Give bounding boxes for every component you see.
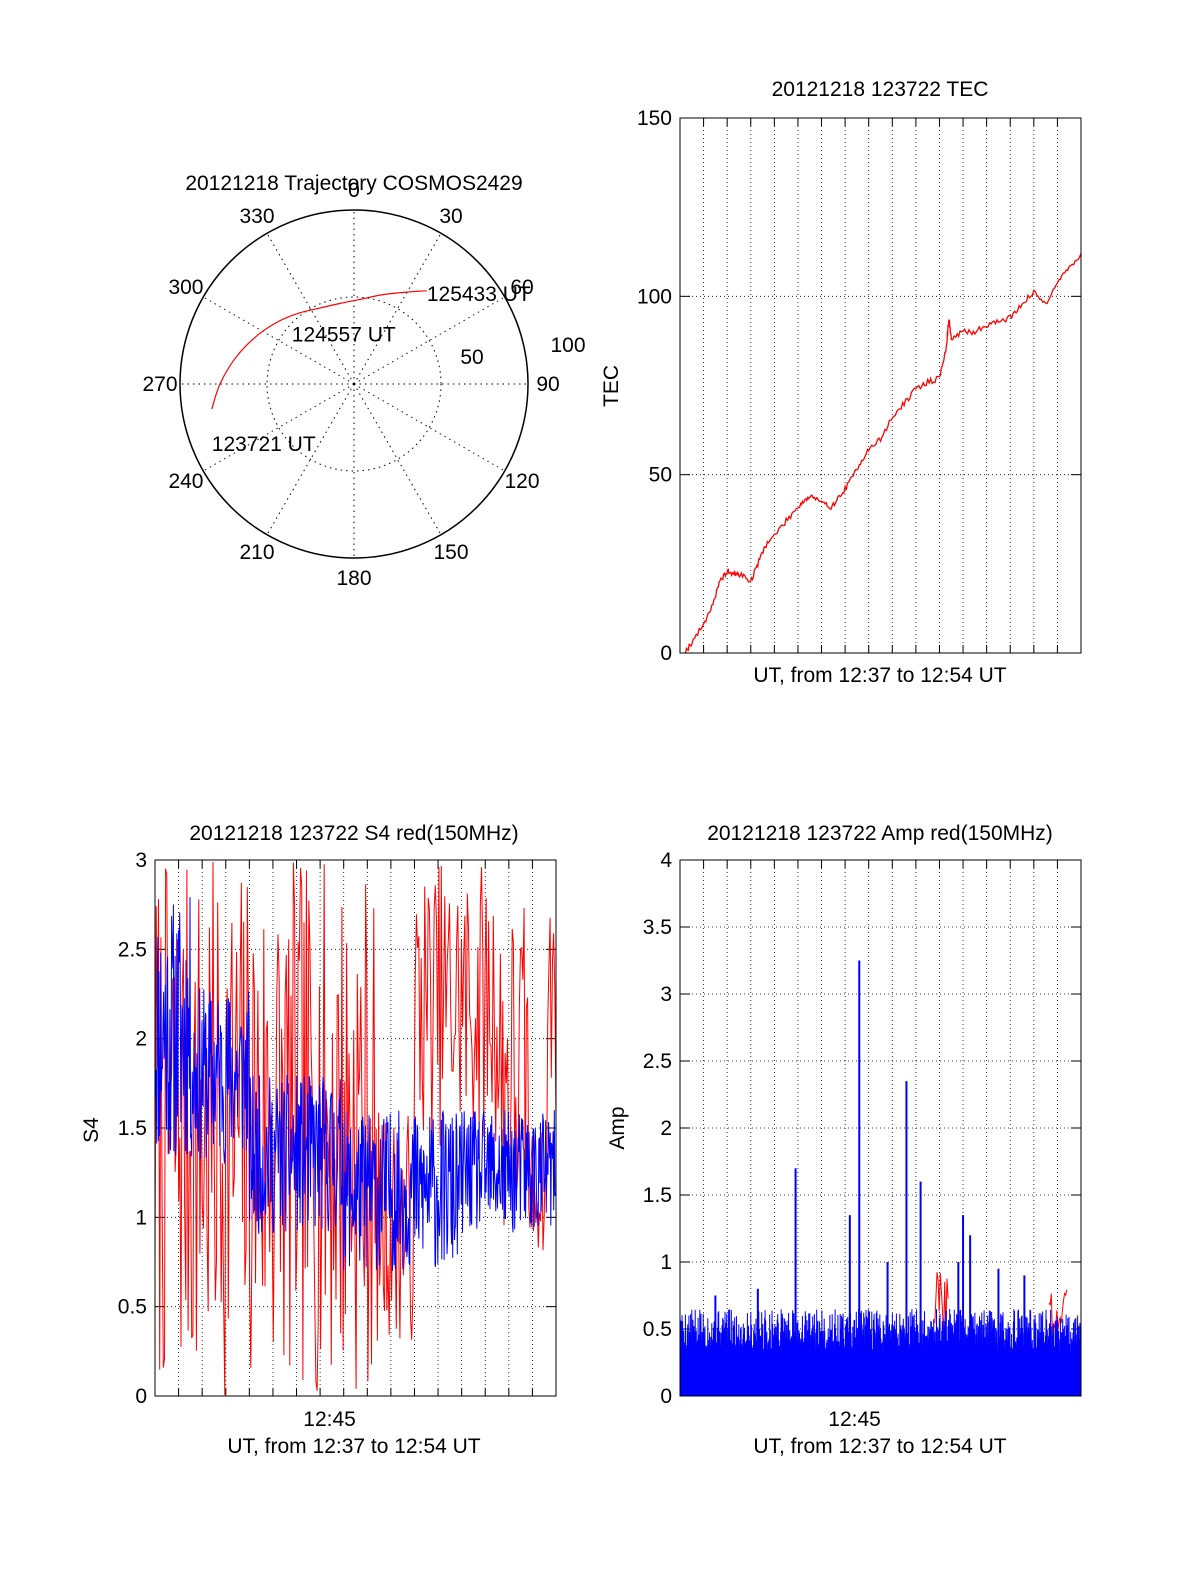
amp-chart: 20121218 123722 Amp red(150MHz) 0 0.5 1 1.5… — [606, 822, 1082, 1458]
trajectory-line — [211, 290, 427, 410]
polar-spoke — [353, 383, 442, 535]
y-tick-label: 2 — [660, 1117, 672, 1140]
x-tick-label: 12:45 — [828, 1408, 881, 1431]
tec-yticks: 0 50 100 150 — [637, 107, 672, 665]
y-tick-label: 0 — [660, 642, 672, 665]
polar-azimuth-label: 90 — [536, 373, 559, 396]
amp-grid — [680, 859, 1081, 1397]
y-tick-label: 2.5 — [643, 1050, 672, 1073]
y-tick-label: 50 — [649, 464, 672, 487]
tec-title: 20121218 123722 TEC — [772, 78, 989, 101]
polar-title: 20121218 Trajectory COSMOS2429 — [185, 172, 522, 195]
polar-spoke — [203, 383, 355, 472]
amp-title: 20121218 123722 Amp red(150MHz) — [707, 822, 1053, 845]
polar-azimuth-label: 0 — [348, 179, 360, 202]
s4-ylabel: S4 — [80, 1117, 103, 1143]
s4-red-line — [154, 861, 557, 1395]
tec-axes-frame — [679, 117, 1082, 654]
amp-xticks: 12:45 — [828, 1408, 881, 1431]
s4-series — [154, 861, 557, 1395]
amp-ylabel: Amp — [606, 1106, 629, 1149]
polar-spoke — [203, 296, 355, 385]
polar-spoke — [353, 383, 505, 472]
polar-ring-50 — [266, 296, 442, 472]
y-tick-label: 3 — [135, 849, 147, 872]
s4-axes-frame — [154, 859, 557, 1397]
y-tick-label: 3.5 — [643, 916, 672, 939]
y-tick-label: 0.5 — [643, 1318, 672, 1341]
y-tick-label: 0.5 — [118, 1296, 147, 1319]
polar-radial-labels: 50 100 — [460, 334, 585, 369]
s4-yticks: 0 0.5 1 1.5 2 2.5 3 — [118, 849, 147, 1408]
y-tick-label: 1.5 — [643, 1184, 672, 1207]
polar-spoke — [353, 296, 505, 385]
polar-chart: 20121218 Trajectory COSMOS2429 030609012… — [142, 172, 585, 590]
amp-series — [679, 960, 1082, 1397]
tec-chart: 20121218 123722 TEC 0 50 100 150 UT, from 1… — [600, 78, 1082, 687]
trajectory-annotation: 124557 UT — [292, 323, 396, 346]
polar-grid — [179, 209, 529, 559]
tec-line — [684, 253, 1082, 654]
y-tick-label: 0 — [135, 1385, 147, 1408]
amp-yticks: 0 0.5 1 1.5 2 2.5 3 3.5 4 — [643, 849, 673, 1408]
y-tick-label: 0 — [660, 1385, 672, 1408]
y-tick-label: 2.5 — [118, 938, 147, 961]
polar-radial-label: 50 — [460, 346, 483, 369]
polar-spoke — [266, 233, 355, 385]
y-tick-label: 4 — [660, 849, 672, 872]
polar-azimuth-label: 330 — [239, 205, 274, 228]
trajectory-annotations: 125433 UT 124557 UT 123721 UT — [212, 283, 531, 456]
y-tick-label: 100 — [637, 285, 672, 308]
tec-series — [684, 253, 1082, 654]
s4-title: 20121218 123722 S4 red(150MHz) — [189, 822, 518, 845]
polar-azimuth-label: 30 — [439, 205, 462, 228]
amp-blue-fill — [679, 1308, 1082, 1397]
polar-radial-label: 100 — [550, 334, 585, 357]
x-tick-label: 12:45 — [303, 1408, 356, 1431]
y-tick-label: 1 — [135, 1206, 147, 1229]
y-tick-label: 1 — [660, 1251, 672, 1274]
y-tick-label: 150 — [637, 107, 672, 130]
tec-ylabel: TEC — [600, 365, 623, 407]
amp-axes-frame — [679, 859, 1082, 1397]
tec-grid — [680, 117, 1081, 654]
polar-azimuth-labels: 0 30 60 90 120 150 180 210 240 270 300 330 — [142, 179, 559, 590]
polar-azimuth-label: 210 — [239, 541, 274, 564]
polar-outer-circle — [179, 209, 529, 559]
y-tick-label: 3 — [660, 983, 672, 1006]
polar-azimuth-label: 120 — [504, 470, 539, 493]
tec-xlabel: UT, from 12:37 to 12:54 UT — [753, 664, 1006, 687]
s4-xticks: 12:45 — [303, 1408, 356, 1431]
trajectory-annotation: 123721 UT — [212, 433, 316, 456]
polar-azimuth-label: 60 — [510, 276, 533, 299]
s4-chart: 20121218 123722 S4 red(150MHz) 0 0.5 1 1.5 2… — [80, 822, 557, 1458]
y-tick-label: 1.5 — [118, 1117, 147, 1140]
polar-azimuth-label: 270 — [142, 373, 177, 396]
polar-azimuth-label: 240 — [168, 470, 203, 493]
polar-spoke — [266, 383, 355, 535]
polar-spoke — [353, 233, 442, 385]
amp-xlabel: UT, from 12:37 to 12:54 UT — [753, 1435, 1006, 1458]
s4-xlabel: UT, from 12:37 to 12:54 UT — [227, 1435, 480, 1458]
polar-azimuth-label: 150 — [433, 541, 468, 564]
s4-blue-line — [154, 897, 557, 1271]
trajectory-annotation: 125433 UT — [427, 283, 531, 306]
y-tick-label: 2 — [135, 1028, 147, 1051]
polar-azimuth-label: 300 — [168, 276, 203, 299]
polar-azimuth-label: 180 — [336, 567, 371, 590]
